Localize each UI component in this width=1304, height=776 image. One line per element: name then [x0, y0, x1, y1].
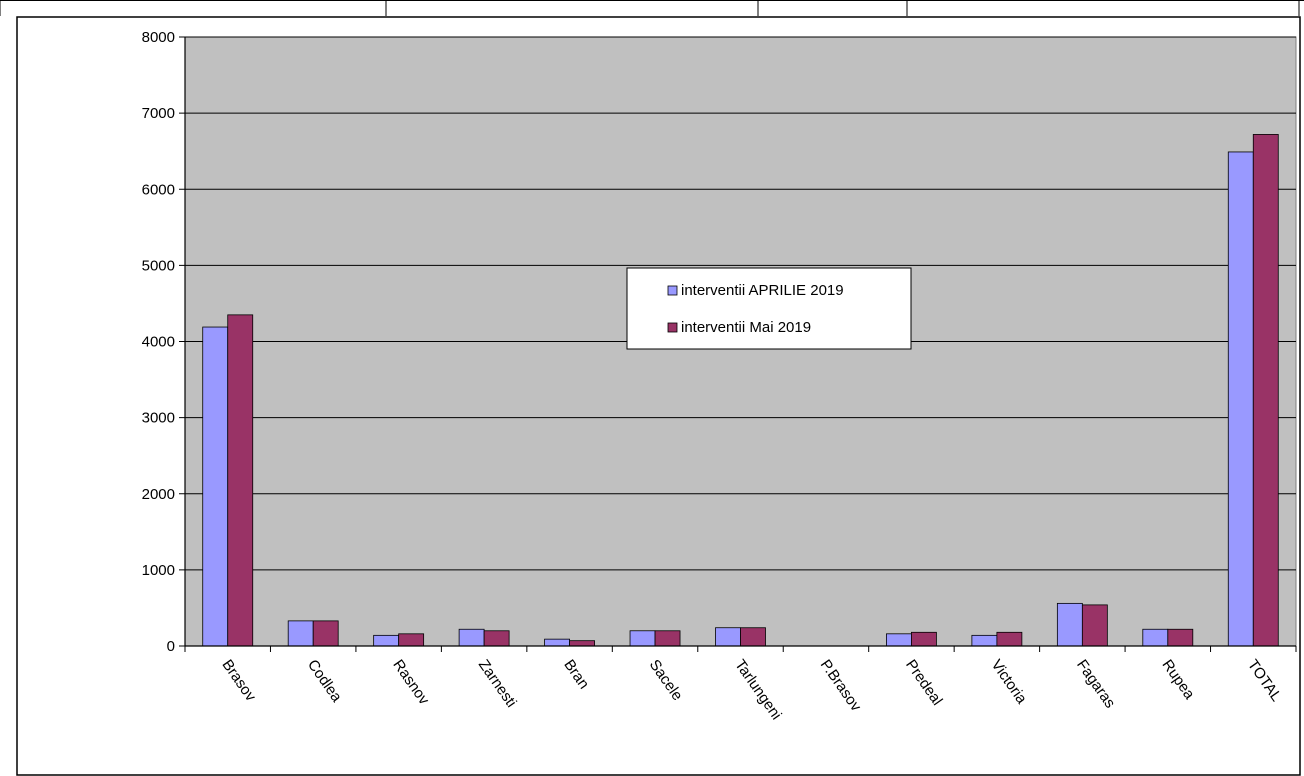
legend-swatch-series-2	[667, 322, 678, 333]
y-tick-label: 6000	[142, 181, 175, 198]
bar-1-rupea	[1142, 628, 1169, 647]
bar-1-brasov	[202, 326, 229, 647]
bar-1-rasnov	[373, 634, 400, 647]
bar-2-predeal	[911, 631, 937, 647]
legend-box	[626, 267, 912, 350]
y-tick-label: 7000	[142, 105, 175, 122]
bar-2-tarlungeni	[740, 627, 766, 647]
bar-1-zarnesti	[458, 628, 485, 647]
bar-1-bran	[544, 638, 570, 647]
bar-1-victoria	[971, 634, 998, 647]
bar-2-codlea	[312, 620, 339, 647]
bar-2-brasov	[227, 314, 254, 647]
y-tick-label: 5000	[142, 257, 175, 274]
legend-label-series-1: interventii APRILIE 2019	[681, 282, 844, 299]
legend: interventii APRILIE 2019 interventii Mai…	[626, 267, 912, 350]
bar-1-codlea	[287, 620, 314, 647]
legend-label-series-2: interventii Mai 2019	[681, 319, 811, 336]
bar-2-sacele	[654, 630, 681, 647]
legend-swatch-series-1	[667, 285, 678, 296]
table-border-top	[0, 0, 1304, 16]
bar-2-fagaras	[1081, 604, 1108, 647]
y-tick-label: 4000	[142, 334, 175, 351]
y-tick-label: 0	[167, 638, 175, 655]
bar-1-tarlungeni	[715, 627, 741, 647]
bar-1-fagaras	[1056, 602, 1083, 647]
y-tick-label: 3000	[142, 410, 175, 427]
bar-2-total	[1252, 134, 1279, 647]
bar-1-total	[1227, 151, 1254, 647]
y-tick-label: 1000	[142, 562, 175, 579]
bar-2-rupea	[1167, 628, 1194, 647]
y-tick-label: 8000	[142, 29, 175, 46]
bar-1-sacele	[629, 630, 656, 647]
bar-2-rasnov	[398, 633, 425, 647]
axes	[184, 37, 1296, 647]
bar-1-predeal	[886, 633, 912, 647]
bar-2-victoria	[996, 631, 1023, 647]
gridlines	[185, 36, 1296, 571]
y-tick-label: 2000	[142, 486, 175, 503]
bar-2-bran	[569, 640, 595, 647]
bars	[202, 134, 1279, 647]
y-axis-ticks: 0 1000 2000 3000 4000 5000 6000 7000 8000	[142, 29, 185, 655]
bar-2-zarnesti	[483, 630, 510, 647]
